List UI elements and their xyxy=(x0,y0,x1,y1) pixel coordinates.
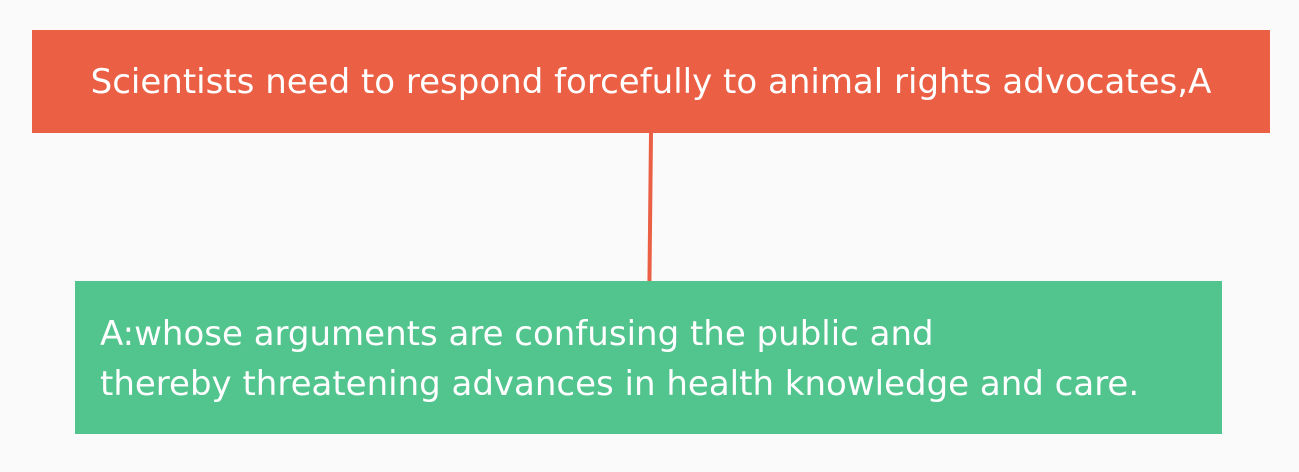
child-node-text-line-1: A:whose arguments are confusing the publ… xyxy=(100,314,934,354)
root-node-text: Scientists need to respond forcefully to… xyxy=(90,61,1212,102)
connector-line xyxy=(647,132,653,282)
child-node-text-line-2: thereby threatening advances in health k… xyxy=(100,364,1140,404)
root-node: Scientists need to respond forcefully to… xyxy=(32,30,1270,133)
child-node-a: A:whose arguments are confusing the publ… xyxy=(75,281,1222,434)
